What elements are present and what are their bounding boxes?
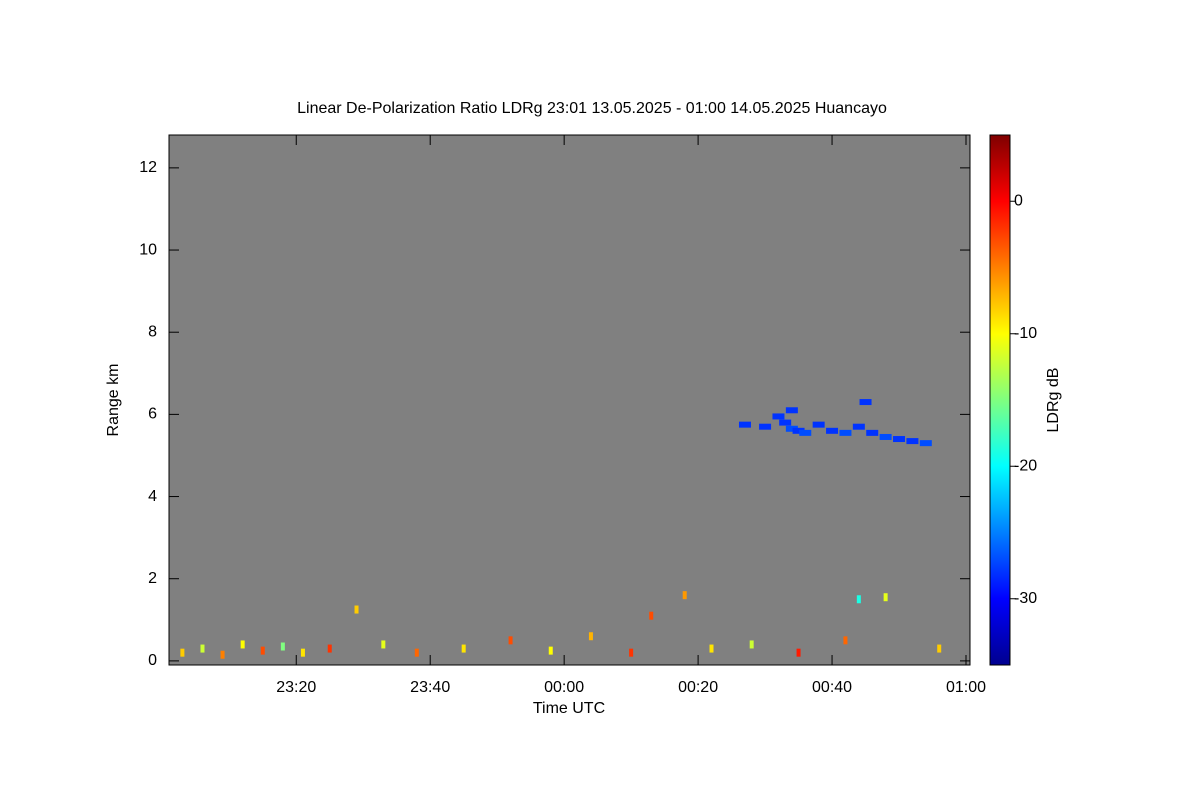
- chart-title: Linear De-Polarization Ratio LDRg 23:01 …: [297, 100, 887, 117]
- data-cell: [937, 644, 942, 653]
- data-cell: [508, 636, 513, 645]
- data-cell: [649, 611, 654, 620]
- y-tick-label: 10: [139, 241, 157, 258]
- data-cell: [856, 595, 861, 604]
- y-tick-label: 6: [148, 406, 157, 423]
- data-cell: [759, 423, 772, 430]
- data-cell: [893, 436, 906, 443]
- data-cell: [300, 648, 305, 657]
- y-tick-label: 2: [148, 570, 157, 587]
- data-cell: [240, 640, 245, 649]
- data-cell: [852, 423, 865, 430]
- data-cell: [866, 429, 879, 436]
- y-axis-label: Range km: [105, 364, 122, 437]
- data-cell: [792, 427, 805, 434]
- data-cell: [785, 425, 798, 432]
- data-cell: [843, 636, 848, 645]
- data-cell: [414, 648, 419, 657]
- colorbar-label: LDRg dB: [1045, 368, 1062, 433]
- data-cell: [260, 646, 265, 655]
- data-cell: [588, 632, 593, 641]
- data-cell: [772, 413, 785, 420]
- data-cell: [906, 438, 919, 445]
- data-cell: [839, 429, 852, 436]
- data-cell: [682, 591, 687, 600]
- data-cell: [859, 399, 872, 406]
- x-tick-label: 00:00: [544, 679, 584, 696]
- data-cell: [779, 419, 792, 426]
- data-cell: [180, 648, 185, 657]
- data-cell: [796, 648, 801, 657]
- y-tick-label: 12: [139, 159, 157, 176]
- data-cell: [883, 593, 888, 602]
- x-tick-label: 23:40: [410, 679, 450, 696]
- data-cell: [548, 646, 553, 655]
- colorbar-tick-label: -10: [1014, 325, 1037, 342]
- data-cell: [799, 429, 812, 436]
- data-cell: [354, 605, 359, 614]
- data-cell: [879, 433, 892, 440]
- colorbar-tick-label: 0: [1014, 192, 1023, 209]
- data-cell: [738, 421, 751, 428]
- data-cell: [812, 421, 825, 428]
- data-cell: [749, 640, 754, 649]
- data-cell: [709, 644, 714, 653]
- plot-background: [169, 135, 970, 665]
- colorbar: [989, 134, 1011, 666]
- colorbar-tick-label: -30: [1014, 590, 1037, 607]
- y-tick-label: 8: [148, 323, 157, 340]
- data-cell: [785, 407, 798, 414]
- x-tick-label: 01:00: [946, 679, 986, 696]
- y-tick-label: 0: [148, 652, 157, 669]
- data-cell: [220, 650, 225, 659]
- colorbar-tick-label: -20: [1014, 457, 1037, 474]
- x-axis-label: Time UTC: [533, 700, 605, 717]
- data-cell: [826, 427, 839, 434]
- data-cell: [629, 648, 634, 657]
- x-tick-label: 23:20: [276, 679, 316, 696]
- x-tick-label: 00:40: [812, 679, 852, 696]
- plot-frame: [168, 134, 971, 666]
- data-cell: [461, 644, 466, 653]
- data-cell: [200, 644, 205, 653]
- y-tick-label: 4: [148, 488, 157, 505]
- data-cell: [327, 644, 332, 653]
- data-cell: [919, 440, 932, 447]
- x-tick-label: 00:20: [678, 679, 718, 696]
- data-cell: [280, 642, 285, 651]
- data-cell: [381, 640, 386, 649]
